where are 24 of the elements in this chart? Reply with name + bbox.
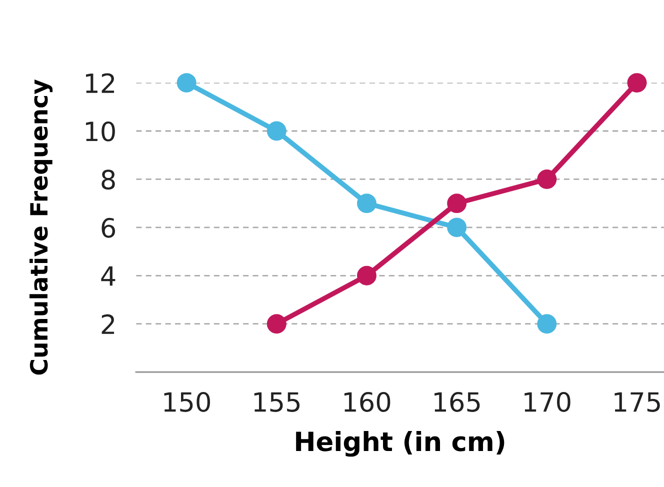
x-tick-label: 150 — [164, 392, 210, 412]
y-tick-label: 12 — [86, 73, 114, 93]
y-axis-title: Cumulative Frequency — [30, 79, 53, 375]
point — [176, 73, 196, 93]
point — [537, 169, 557, 189]
point — [266, 314, 286, 334]
point — [447, 218, 467, 238]
y-tick-label: 8 — [102, 170, 115, 190]
x-tick-label: 155 — [254, 392, 300, 412]
y-tick-label: 2 — [102, 314, 114, 334]
point — [357, 266, 376, 286]
x-tick-label: 165 — [434, 392, 480, 412]
point — [447, 194, 467, 214]
x-tick-label: 170 — [524, 392, 570, 412]
point — [357, 194, 376, 214]
x-axis-title: Height (in cm) — [296, 430, 504, 457]
point — [266, 121, 286, 141]
point — [537, 314, 557, 334]
y-tick-label: 10 — [86, 121, 115, 142]
y-tick-label: 4 — [101, 266, 116, 286]
y-tick-label: 6 — [102, 218, 116, 238]
point — [627, 73, 647, 93]
x-tick-label: 175 — [614, 392, 660, 412]
x-tick-label: 160 — [344, 392, 390, 412]
